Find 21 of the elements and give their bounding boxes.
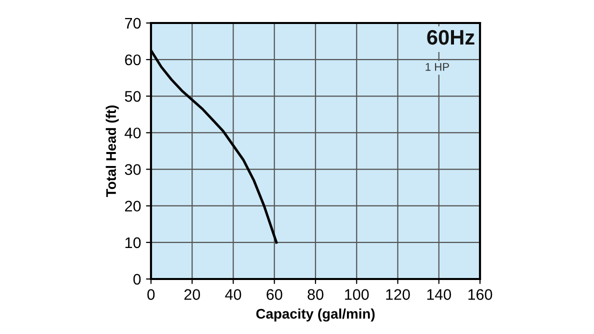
y-tick-label: 60 bbox=[125, 54, 141, 66]
y-tick-label: 40 bbox=[124, 128, 141, 138]
y-tick-label: 50 bbox=[124, 91, 141, 102]
y-tick-label: 10 bbox=[125, 237, 141, 248]
x-tick-label: 140 bbox=[427, 289, 452, 300]
y-tick-label: 30 bbox=[124, 164, 141, 175]
x-tick-label: 120 bbox=[386, 289, 410, 300]
x-tick-label: 0 bbox=[147, 289, 155, 300]
y-tick-label: 20 bbox=[125, 200, 141, 212]
y-tick-label: 0 bbox=[133, 274, 141, 285]
y-tick-label: 70 bbox=[125, 18, 141, 29]
x-tick-label: 100 bbox=[345, 289, 369, 300]
annotation: 60Hz bbox=[427, 30, 474, 45]
x-tick-label: 160 bbox=[468, 289, 492, 300]
x-axis-title: Capacity (gal/min) bbox=[256, 308, 375, 322]
y-axis-title: Total Head (ft) bbox=[106, 106, 119, 198]
x-tick-label: 60 bbox=[266, 289, 282, 300]
x-tick-label: 20 bbox=[184, 289, 200, 300]
annotation: 1 HP bbox=[426, 63, 449, 71]
x-tick-label: 40 bbox=[225, 289, 242, 300]
x-tick-label: 80 bbox=[308, 289, 324, 300]
